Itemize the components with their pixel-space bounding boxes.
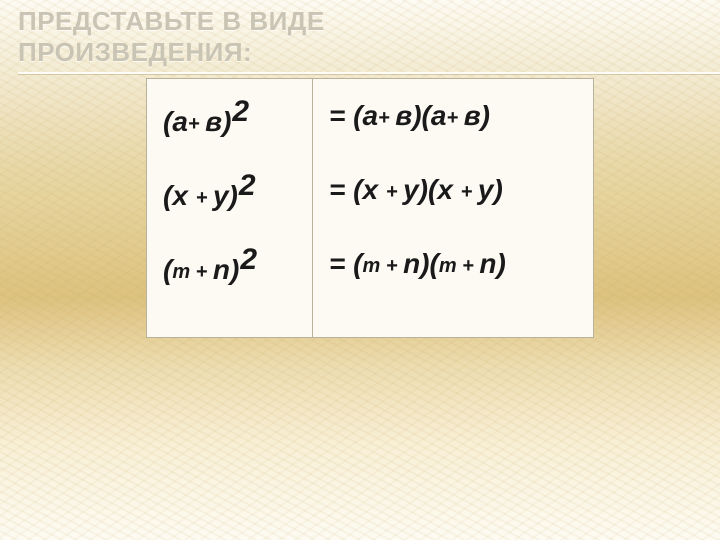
factor-table: (а+ в)2 (х + у)2 (m + n)2 = (а+ в)(а+ в): [146, 78, 594, 338]
table-row: (а+ в)2: [163, 93, 296, 139]
expr-right-3: = (m + n)(m + n): [329, 250, 506, 278]
title-block: ПРЕДСТАВЬТЕ В ВИДЕ ПРОИЗВЕДЕНИЯ:: [18, 6, 700, 67]
title-underline: [18, 72, 720, 74]
expr-left-2: (х + у)2: [163, 171, 256, 210]
expr-right-1: = (а+ в)(а+ в): [329, 102, 490, 130]
table-row: (х + у)2: [163, 167, 296, 213]
title-line-2: ПРОИЗВЕДЕНИЯ:: [18, 37, 252, 67]
slide: ПРЕДСТАВЬТЕ В ВИДЕ ПРОИЗВЕДЕНИЯ: (а+ в)2…: [0, 0, 720, 540]
table-row: = (а+ в)(а+ в): [329, 93, 577, 139]
slide-title: ПРЕДСТАВЬТЕ В ВИДЕ ПРОИЗВЕДЕНИЯ:: [18, 6, 700, 67]
title-line-1: ПРЕДСТАВЬТЕ В ВИДЕ: [18, 6, 325, 36]
table-col-expressions: (а+ в)2 (х + у)2 (m + n)2: [147, 79, 313, 337]
expr-right-2: = (х + у)(х + у): [329, 176, 503, 204]
expr-left-3: (m + n)2: [163, 245, 257, 284]
table-row: (m + n)2: [163, 241, 296, 287]
table-row: = (m + n)(m + n): [329, 241, 577, 287]
table-row: = (х + у)(х + у): [329, 167, 577, 213]
expr-left-1: (а+ в)2: [163, 97, 249, 136]
table-col-products: = (а+ в)(а+ в) = (х + у)(х + у) = (m + n…: [313, 79, 593, 337]
